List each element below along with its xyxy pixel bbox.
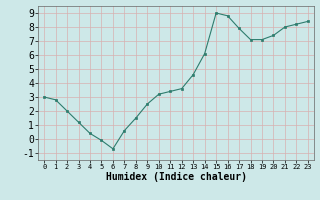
X-axis label: Humidex (Indice chaleur): Humidex (Indice chaleur) — [106, 172, 246, 182]
